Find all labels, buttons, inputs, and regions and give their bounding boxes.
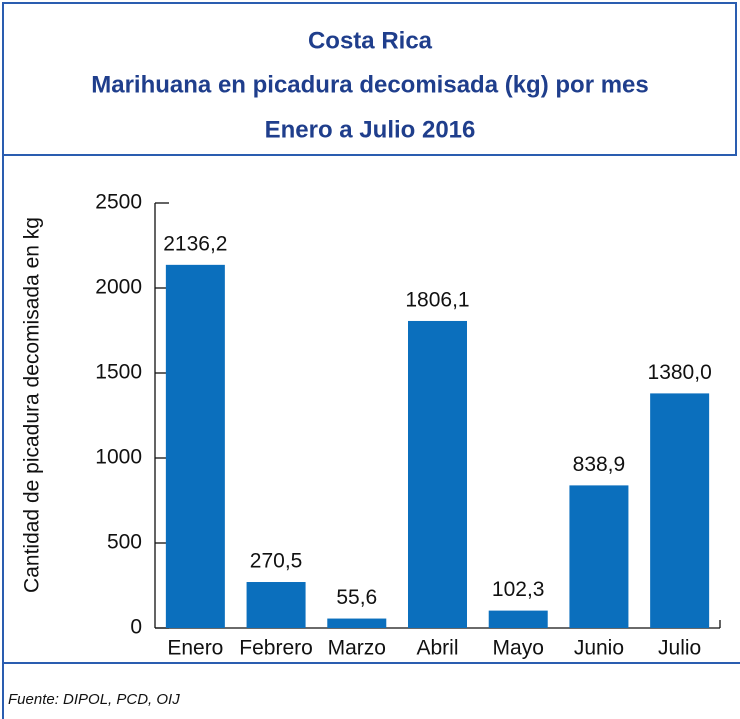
value-label: 270,5 bbox=[250, 550, 303, 573]
x-tick-label: Abril bbox=[416, 637, 458, 660]
y-tick-label: 1000 bbox=[95, 446, 142, 469]
bar bbox=[327, 618, 387, 628]
chart-title: Costa Rica bbox=[308, 27, 433, 54]
chart-title: Marihuana en picadura decomisada (kg) po… bbox=[91, 71, 648, 98]
value-label: 1380,0 bbox=[648, 361, 712, 384]
bar bbox=[165, 264, 225, 628]
bar bbox=[650, 393, 710, 628]
title-box bbox=[2, 2, 737, 156]
source: Fuente: DIPOL, PCD, OIJ bbox=[8, 691, 180, 708]
bar bbox=[488, 610, 548, 628]
y-tick-label: 500 bbox=[107, 531, 142, 554]
x-tick-label: Junio bbox=[574, 637, 624, 660]
value-label: 1806,1 bbox=[405, 289, 469, 312]
x-tick-label: Marzo bbox=[328, 637, 386, 660]
x-tick-label: Mayo bbox=[493, 637, 544, 660]
y-tick-label: 2000 bbox=[95, 276, 142, 299]
x-tick-label: Enero bbox=[167, 637, 223, 660]
chart-title: Enero a Julio 2016 bbox=[265, 116, 476, 143]
bar bbox=[569, 485, 629, 628]
value-label: 102,3 bbox=[492, 578, 545, 601]
value-label: 55,6 bbox=[336, 586, 377, 609]
bar bbox=[408, 320, 467, 628]
y-tick-label: 1500 bbox=[95, 361, 142, 384]
value-label: 838,9 bbox=[573, 453, 626, 476]
y-axis-label: Cantidad de picadura decomisada en kg bbox=[21, 217, 44, 593]
x-tick-label: Febrero bbox=[239, 637, 313, 660]
bar bbox=[246, 582, 306, 628]
y-tick-label: 0 bbox=[130, 616, 142, 639]
x-tick-label: Julio bbox=[658, 637, 701, 660]
value-label: 2136,2 bbox=[163, 232, 227, 255]
y-tick-label: 2500 bbox=[95, 191, 142, 214]
